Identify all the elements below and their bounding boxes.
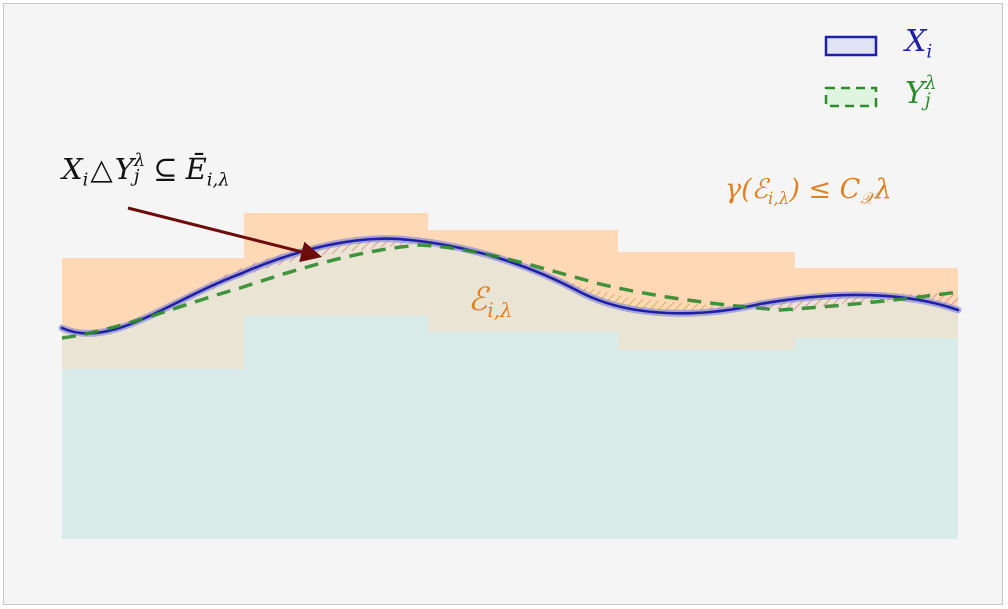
symdiff-arrow (127, 206, 323, 263)
teal-strip-1 (62, 369, 244, 539)
set-y-boundary (61, 243, 959, 340)
symdiff-hatch-middle (520, 264, 740, 311)
cover-teal-region (62, 316, 958, 539)
legend-x-label: Xi (905, 24, 933, 63)
teal-strip-3 (428, 332, 618, 539)
teal-strip-4 (618, 350, 795, 539)
measure-bound-label: γ(ℰi,λ) ≤ C𝒳λ (725, 174, 892, 208)
error-region-label: ℰi,λ (468, 280, 513, 322)
teal-strip-2 (244, 316, 428, 539)
legend-y-swatch (824, 86, 878, 108)
teal-strip-5 (795, 338, 958, 539)
legend-x-swatch (824, 35, 878, 57)
symdiff-annotation: Xi△Y λ j ⊆ Ēi,λ (62, 149, 230, 191)
